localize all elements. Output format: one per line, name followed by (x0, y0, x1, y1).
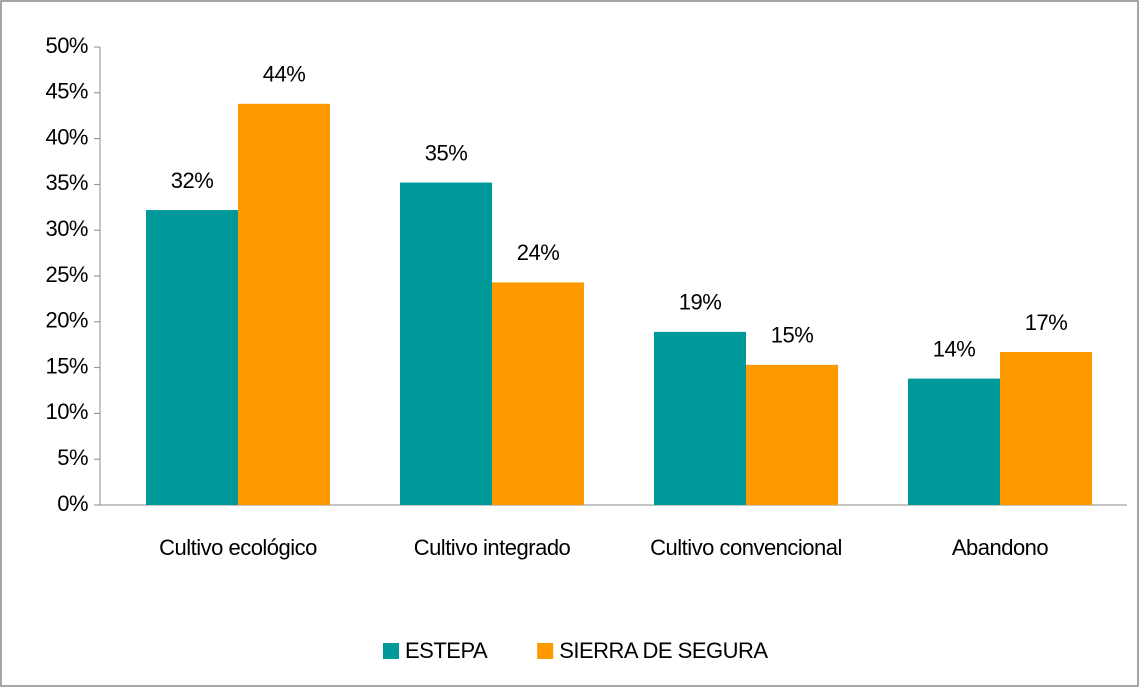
y-tick-label: 30% (45, 216, 88, 241)
y-tick-label: 45% (45, 79, 88, 104)
legend-swatch (537, 643, 554, 659)
value-label: 35% (425, 140, 468, 165)
y-tick-label: 5% (57, 445, 88, 470)
x-tick-label: Cultivo convencional (650, 535, 842, 560)
value-label: 17% (1025, 310, 1068, 335)
x-tick-label: Cultivo integrado (413, 535, 571, 560)
legend-label: SIERRA DE SEGURA (559, 638, 768, 663)
value-label: 19% (679, 290, 722, 315)
y-tick-label: 15% (45, 353, 88, 378)
bar (146, 210, 238, 505)
value-label: 24% (517, 240, 560, 265)
value-label: 14% (933, 336, 976, 361)
bar (908, 378, 1000, 505)
y-tick-label: 25% (45, 262, 88, 287)
y-tick-label: 0% (57, 491, 88, 516)
x-tick-label: Abandono (951, 535, 1049, 560)
bar (654, 331, 746, 505)
value-label: 15% (771, 323, 814, 348)
legend-label: ESTEPA (405, 638, 488, 663)
x-tick-label: Cultivo ecológico (159, 535, 317, 560)
bar (492, 282, 584, 505)
y-tick-label: 35% (45, 170, 88, 195)
bar (1000, 352, 1092, 505)
bar (238, 103, 330, 506)
value-label: 44% (263, 62, 306, 87)
value-label: 32% (171, 168, 214, 193)
y-tick-label: 10% (45, 399, 88, 424)
y-tick-label: 50% (45, 33, 88, 58)
bar (400, 182, 492, 505)
legend-swatch (383, 643, 399, 659)
y-tick-label: 20% (45, 308, 88, 333)
bar (746, 364, 838, 505)
y-tick-label: 40% (45, 124, 88, 149)
